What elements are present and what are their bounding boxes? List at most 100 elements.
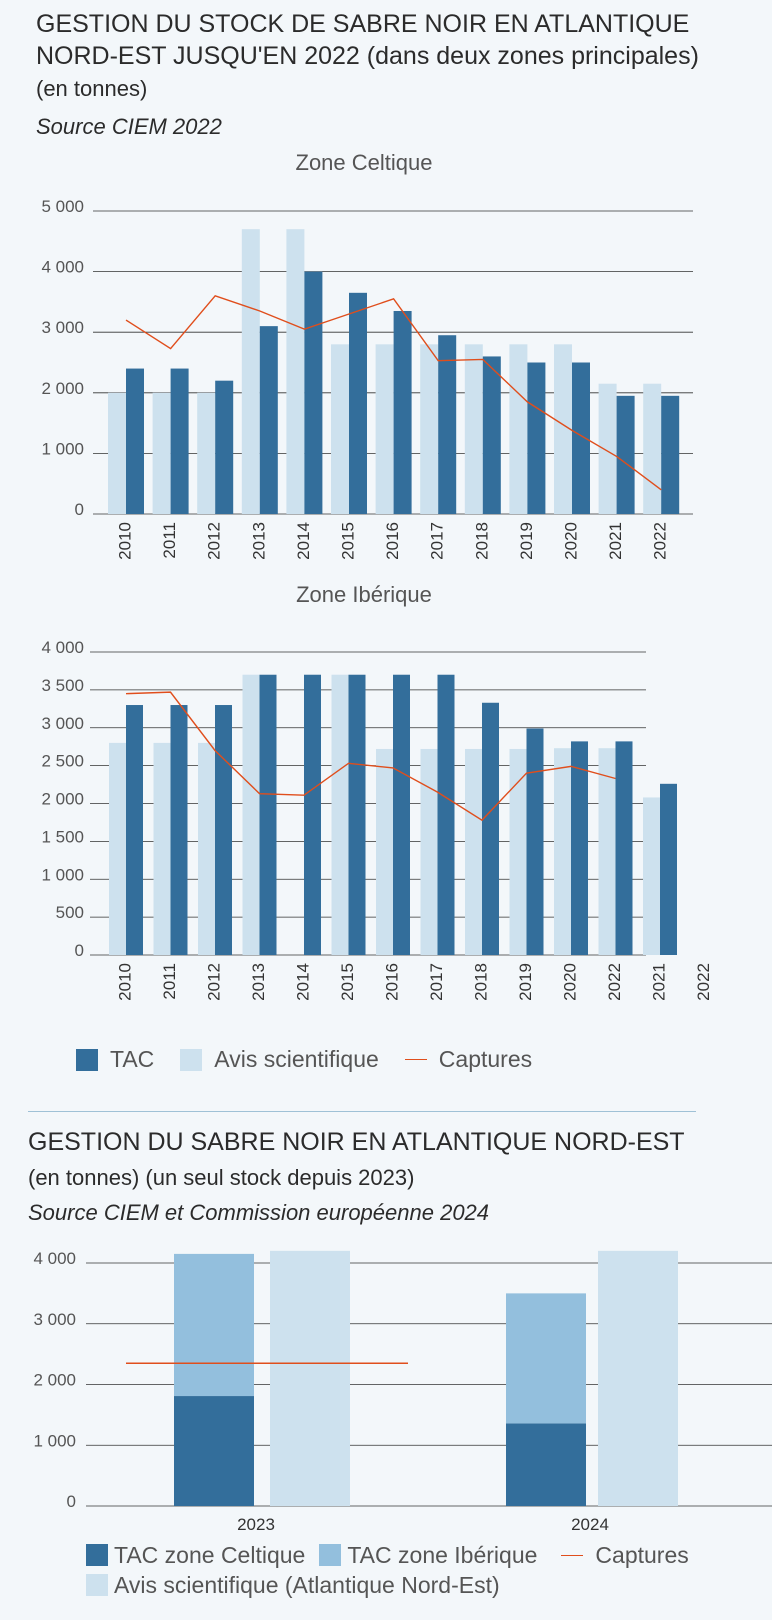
y-tick-label: 4 000: [41, 258, 84, 277]
bar-avis: [108, 392, 126, 514]
bar-tac: [527, 362, 546, 514]
x-tick-label: 2018: [472, 522, 491, 560]
bar-tac: [304, 271, 323, 514]
bar-avis: [197, 392, 216, 514]
x-tick-label: 2023: [237, 1515, 275, 1534]
legend-line-captures: [404, 1059, 427, 1060]
bar-avis: [554, 748, 571, 955]
y-tick-label: 500: [56, 903, 84, 922]
chart-celtique: 0 1 000 2 000 3 000 4 000 5 000 2010 2011 2012 20…: [41, 197, 693, 560]
bar-tac: [526, 728, 544, 955]
x-tick-label: 2022: [605, 963, 624, 1001]
bar-avis: [270, 1250, 350, 1506]
y-tick-label: 1 000: [41, 439, 84, 458]
legend-label-tac-celtique: TAC zone Celtique: [114, 1541, 306, 1568]
legend-2: TAC zone Celtique TAC zone Ibérique Capt…: [86, 1540, 766, 1600]
x-tick-label: 2012: [204, 963, 223, 1001]
y-tick-label: 3 000: [41, 714, 84, 733]
legend-item-tac-celtique: TAC zone Celtique: [86, 1542, 305, 1569]
y-tick-label: 0: [67, 1492, 76, 1511]
y-tick-label: 3 000: [41, 318, 84, 337]
bar-avis: [376, 748, 393, 955]
legend-item-avis: Avis scientifique: [180, 1046, 379, 1073]
y-tick-label: 0: [75, 941, 84, 960]
x-tick-label: 2024: [571, 1515, 609, 1534]
bar-tac: [126, 705, 143, 955]
bar-tac-iberique: [506, 1293, 586, 1424]
y-tick-label: 4 000: [41, 638, 84, 657]
x-tick-label: 2019: [517, 522, 536, 560]
bar-tac: [259, 326, 278, 514]
y-tick-label: 2 000: [33, 1371, 76, 1390]
bar-avis: [420, 748, 438, 955]
legend-label-tac: TAC: [110, 1046, 155, 1072]
x-tick-label: 2014: [293, 963, 312, 1001]
bar-avis: [420, 344, 439, 514]
bar-tac: [572, 362, 590, 514]
x-tick-label: 2019: [516, 963, 535, 1001]
bar-avis: [643, 383, 662, 514]
section-divider: [28, 1111, 696, 1112]
x-tick-label: 2022: [651, 522, 670, 560]
x-tick-label: 2013: [249, 963, 268, 1001]
bar-tac: [304, 674, 321, 955]
legend-swatch-tac-celtique: [86, 1544, 108, 1566]
bar-tac-celtique: [506, 1423, 586, 1506]
bar-tac-iberique: [174, 1253, 254, 1397]
bar-avis: [286, 229, 305, 514]
legend-swatch-tac-iberique: [319, 1544, 342, 1566]
line-captures: [125, 691, 616, 822]
legend-swatch-avis: [180, 1048, 203, 1071]
bar-avis: [153, 742, 171, 955]
legend-swatch-avis-2: [86, 1574, 108, 1596]
bar-tac: [259, 674, 277, 955]
y-tick-label: 1 000: [33, 1431, 76, 1450]
bar-avis: [509, 344, 528, 514]
x-tick-label: 2012: [205, 522, 224, 560]
bar-tac: [616, 395, 635, 514]
legend-label-captures: Captures: [438, 1046, 533, 1072]
bar-avis: [598, 1250, 678, 1506]
bar-tac: [615, 741, 633, 955]
x-tick-label: 2021: [606, 522, 625, 560]
section2-title: GESTION DU SABRE NOIR EN ATLANTIQUE NORD…: [28, 1128, 685, 1156]
x-tick-label: 2021: [649, 963, 668, 1001]
bar-avis: [152, 392, 171, 514]
x-tick-label: 2022: [694, 963, 713, 1001]
legend-line-captures-2: [561, 1554, 584, 1556]
bar-tac: [660, 783, 677, 955]
y-tick-label: 1 000: [41, 865, 84, 884]
legend-swatch-tac: [76, 1048, 98, 1071]
chart-iberique: 0 500 1 000 1 500 2 000 2 500 3 000 3 500 4 000 2…: [41, 638, 713, 1001]
legend-item-avis-2: Avis scientifique (Atlantique Nord-Est): [86, 1572, 500, 1599]
page-title: GESTION DU STOCK DE SABRE NOIR EN ATLANT…: [36, 10, 699, 70]
bar-tac: [437, 674, 455, 955]
y-tick-label: 3 500: [41, 676, 84, 695]
bar-avis: [464, 344, 483, 514]
x-tick-label: 2015: [338, 963, 357, 1001]
y-tick-label: 2 500: [41, 752, 84, 771]
unit-label: (en tonnes): [36, 76, 148, 101]
bar-avis: [554, 344, 572, 514]
chart-atlantique: 0 1 000 2 000 3 000 4 000 2023 2024: [33, 1249, 772, 1534]
section2-source: Source CIEM et Commission européenne 202…: [28, 1200, 490, 1225]
bar-tac: [126, 368, 144, 514]
bar-avis: [242, 674, 260, 955]
x-tick-label: 2014: [294, 522, 313, 560]
bar-avis: [109, 742, 126, 955]
y-tick-label: 2 000: [41, 379, 84, 398]
bar-tac: [393, 674, 410, 955]
bar-tac: [349, 292, 367, 514]
x-tick-label: 2017: [427, 963, 446, 1001]
y-tick-label: 0: [75, 500, 84, 519]
bar-avis: [331, 344, 349, 514]
chart-iberique-title: Zone Ibérique: [296, 582, 432, 607]
bar-avis: [241, 229, 260, 514]
bar-tac: [348, 674, 366, 955]
y-tick-label: 3 000: [33, 1310, 76, 1329]
x-tick-label: 2013: [249, 522, 268, 560]
legend-item-captures: Captures: [404, 1046, 533, 1073]
x-tick-label: 2018: [471, 963, 490, 1001]
bar-avis: [198, 742, 215, 955]
x-tick-label: 2016: [382, 963, 401, 1001]
